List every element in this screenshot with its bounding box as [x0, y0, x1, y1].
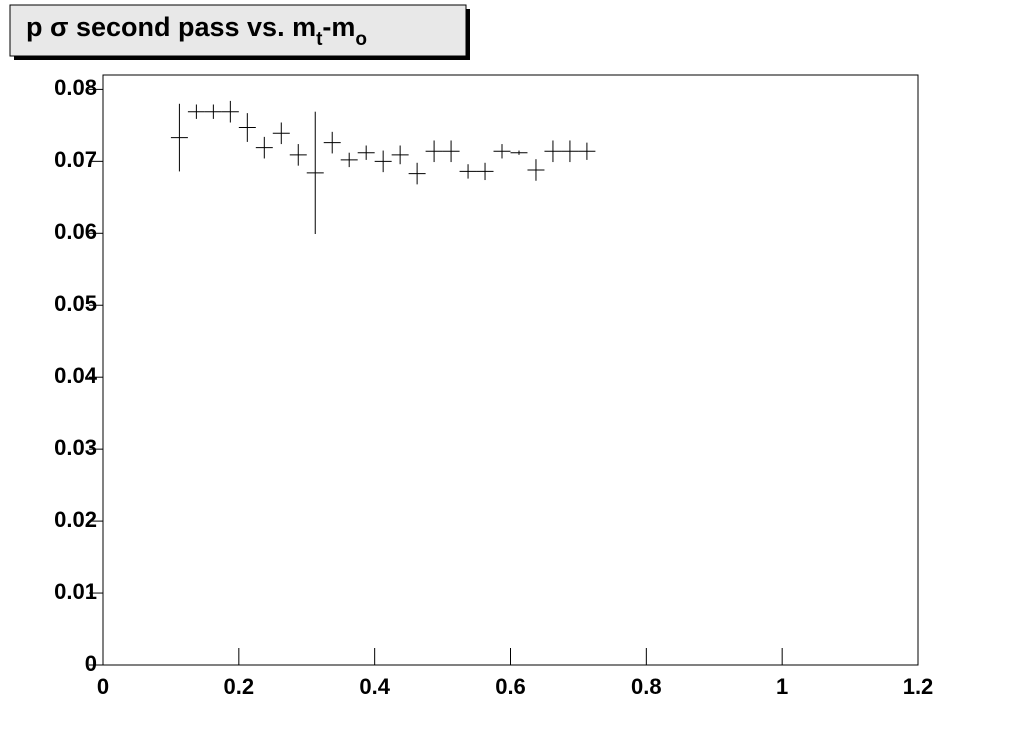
x-tick-label: 0 [97, 674, 109, 699]
y-tick-label: 0.04 [54, 363, 98, 388]
y-tick-label: 0.03 [54, 435, 97, 460]
title-box [9, 4, 467, 57]
x-tick-label: 0.4 [359, 674, 390, 699]
title-subscript: o [355, 29, 367, 50]
y-tick-label: 0.01 [54, 579, 97, 604]
y-tick-label: 0.02 [54, 507, 97, 532]
x-tick-label: 1 [776, 674, 788, 699]
plot-frame [102, 74, 919, 666]
x-tick-label: 1.2 [903, 674, 934, 699]
y-tick-label: 0.05 [54, 291, 97, 316]
y-tick-label: 0.06 [54, 219, 97, 244]
y-tick-label: 0.08 [54, 75, 97, 100]
title-subscript: t [316, 29, 323, 50]
x-tick-label: 0.2 [224, 674, 255, 699]
x-tick-label: 0.8 [631, 674, 662, 699]
x-tick-label: 0.6 [495, 674, 526, 699]
chart-title: p σ second pass vs. mt-mo [26, 12, 367, 50]
y-tick-label: 0 [85, 651, 97, 676]
title-text: -m [322, 12, 355, 42]
y-tick-label: 0.07 [54, 147, 97, 172]
title-text: p σ second pass vs. m [26, 12, 316, 42]
